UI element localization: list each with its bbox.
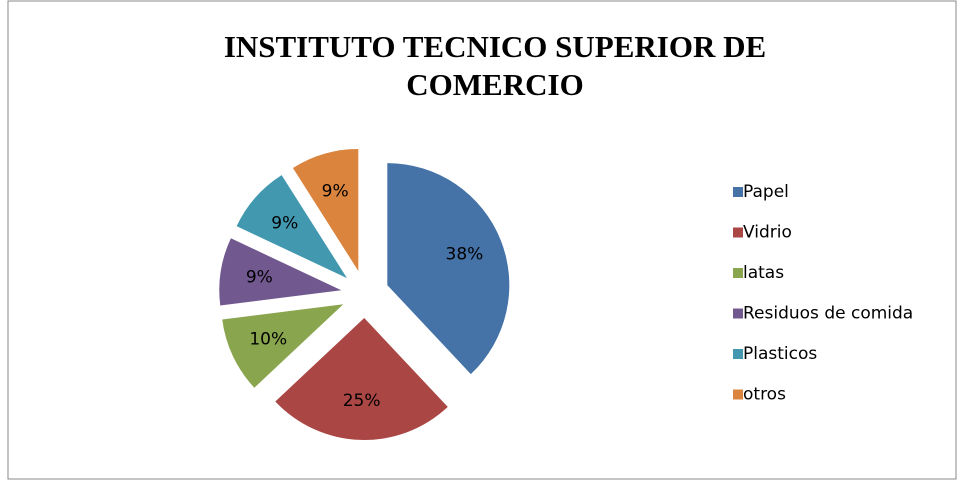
pie-slice — [387, 163, 510, 375]
pie-slice — [236, 175, 347, 279]
legend-label: Residuos de comida — [743, 304, 913, 324]
data-label: 38% — [446, 245, 484, 265]
data-label: 9% — [246, 267, 273, 287]
legend-label: latas — [743, 263, 784, 283]
legend-swatch — [733, 389, 743, 400]
data-label: 10% — [249, 330, 287, 350]
data-label: 9% — [271, 213, 298, 233]
legend-swatch — [733, 227, 743, 238]
legend-label: Papel — [743, 182, 789, 202]
pie-slice — [219, 238, 342, 306]
data-label: 25% — [343, 391, 381, 411]
pie-slice — [275, 317, 448, 440]
legend-label: Vidrio — [743, 223, 792, 243]
chart-title: INSTITUTO TECNICO SUPERIOR DE COMERCIO — [223, 29, 767, 102]
legend-swatch — [733, 308, 743, 319]
legend-swatch — [733, 268, 743, 278]
legend-swatch — [733, 187, 743, 197]
data-label: 9% — [322, 181, 349, 201]
chart-frame — [7, 0, 957, 480]
legend-label: Plasticos — [743, 344, 817, 364]
pie-slice — [292, 148, 359, 271]
pie-slice — [222, 304, 344, 388]
legend-label: otros — [743, 385, 786, 405]
legend-swatch — [733, 349, 743, 359]
